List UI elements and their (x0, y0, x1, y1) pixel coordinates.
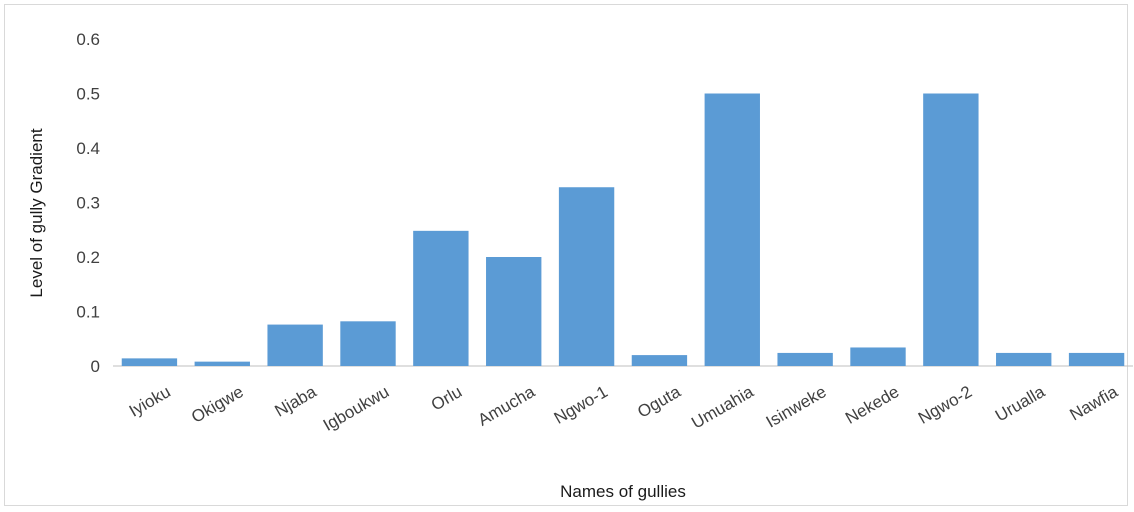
bar-urualla (996, 352, 1052, 366)
y-tick-label: 0.6 (76, 30, 100, 49)
bar-igboukwu (340, 321, 396, 366)
x-tick-label: Orlu (428, 382, 465, 415)
y-tick-label: 0.5 (76, 85, 100, 104)
bar-ngwo-1 (558, 187, 615, 366)
bar-ngwo-2 (923, 93, 979, 366)
x-axis-title: Names of gullies (560, 482, 686, 501)
y-tick-label: 0.2 (76, 248, 100, 267)
bar-umuahia (704, 93, 760, 366)
bar-iyioku (121, 358, 178, 366)
y-axis-title: Level of gully Gradient (27, 128, 46, 297)
bar-okigwe (194, 361, 250, 366)
bars (121, 93, 1125, 366)
y-tick-label: 0.1 (76, 303, 100, 322)
bar-oguta (631, 355, 688, 366)
bar-orlu (413, 230, 469, 366)
y-tick-label: 0.3 (76, 194, 100, 213)
x-tick-label: Okigwe (188, 382, 247, 427)
x-tick-label: Nekede (842, 382, 902, 428)
bar-amucha (486, 257, 542, 366)
x-tick-label: Amucha (475, 382, 539, 430)
bar-nawfia (1068, 352, 1125, 366)
x-tick-label: Isinweke (763, 382, 830, 432)
x-tick-label: Urualla (992, 382, 1049, 426)
x-tick-label: Njaba (272, 382, 320, 421)
x-tick-label: Iyioku (126, 382, 174, 421)
x-tick-label: Oguta (634, 382, 684, 422)
y-axis-ticks: 0 0.1 0.2 0.3 0.4 0.5 0.6 (76, 30, 100, 376)
x-tick-label: Igboukwu (320, 382, 393, 435)
x-axis-ticks: Iyioku Okigwe Njaba Igboukwu Orlu Amucha Ngwo-… (126, 382, 1122, 435)
x-tick-label: Ngwo-1 (551, 382, 611, 428)
x-tick-label: Nawfia (1066, 382, 1121, 425)
x-tick-label: Umuahia (688, 382, 757, 433)
x-tick-label: Ngwo-2 (915, 382, 975, 428)
bar-nekede (850, 347, 906, 366)
y-tick-label: 0 (91, 357, 100, 376)
bar-njaba (267, 324, 323, 366)
y-tick-label: 0.4 (76, 139, 100, 158)
bar-isinweke (777, 352, 833, 366)
